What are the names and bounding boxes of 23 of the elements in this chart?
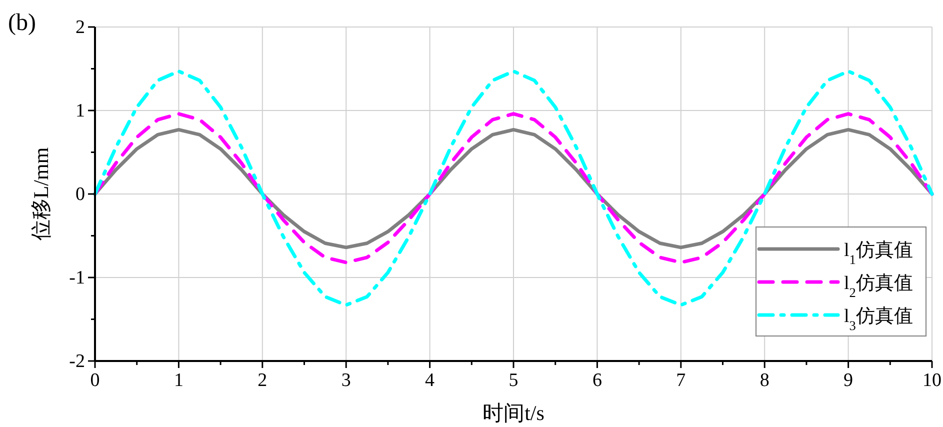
y-tick-label: 1 xyxy=(76,100,85,122)
legend-label: l$_{1}$仿真值 xyxy=(844,240,913,266)
legend-label: l$_{3}$仿真值 xyxy=(844,306,913,332)
y-tick-label: 2 xyxy=(76,17,85,38)
x-tick-label: 2 xyxy=(258,370,268,391)
x-tick-label: 0 xyxy=(90,370,100,391)
legend-label: l$_{2}$仿真值 xyxy=(844,273,913,300)
x-tick-label: 4 xyxy=(425,370,436,391)
x-tick-label: 3 xyxy=(341,370,351,391)
x-tick-label: 6 xyxy=(592,370,602,391)
y-axis-title: 位移L/mm xyxy=(29,147,53,241)
y-tick-label: -1 xyxy=(69,268,85,288)
x-tick-label: 1 xyxy=(174,370,184,391)
x-tick-label: 8 xyxy=(760,370,770,391)
y-tick-label: 0 xyxy=(76,184,85,205)
x-axis-title: 时间t/s xyxy=(482,401,544,425)
x-tick-label: 9 xyxy=(844,370,854,391)
chart-title: (b) xyxy=(8,10,36,36)
x-tick-label: 10 xyxy=(922,370,942,391)
line-series xyxy=(93,70,934,307)
x-tick-label: 7 xyxy=(676,370,686,391)
y-tick-label: -2 xyxy=(69,351,85,372)
x-tick-label: 5 xyxy=(508,370,518,391)
